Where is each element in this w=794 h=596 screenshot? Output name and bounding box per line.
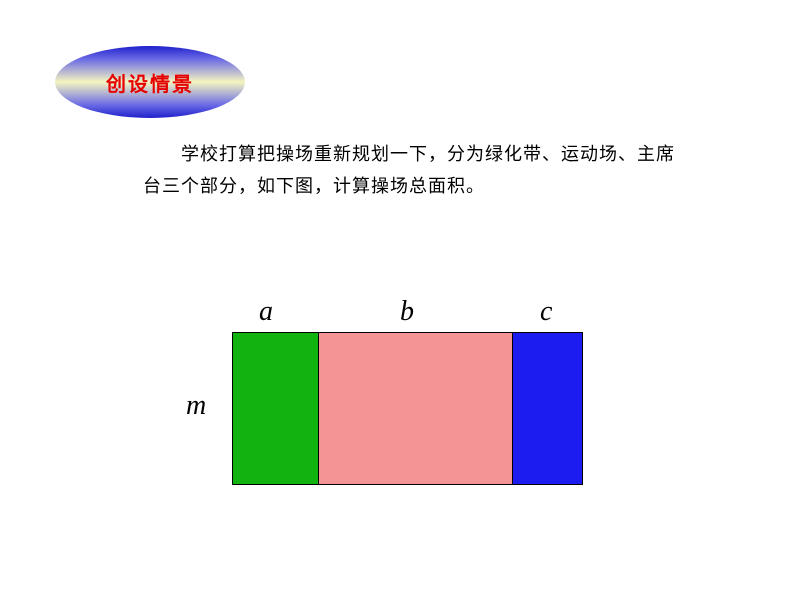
label-c: c [540, 296, 552, 328]
label-a: a [259, 296, 273, 328]
diagram-rects [232, 332, 583, 485]
problem-line-2: 台三个部分，如下图，计算操场总面积。 [143, 170, 675, 202]
problem-line-1: 学校打算把操场重新规划一下，分为绿化带、运动场、主席 [143, 138, 675, 170]
rect-a [233, 333, 318, 484]
section-badge-text: 创设情景 [106, 68, 194, 97]
rect-c [512, 333, 582, 484]
problem-text: 学校打算把操场重新规划一下，分为绿化带、运动场、主席 台三个部分，如下图，计算操… [143, 138, 675, 203]
section-badge: 创设情景 [55, 46, 245, 118]
label-m: m [186, 390, 206, 422]
playground-diagram [232, 332, 583, 485]
rect-b [318, 333, 513, 484]
label-b: b [400, 296, 414, 328]
